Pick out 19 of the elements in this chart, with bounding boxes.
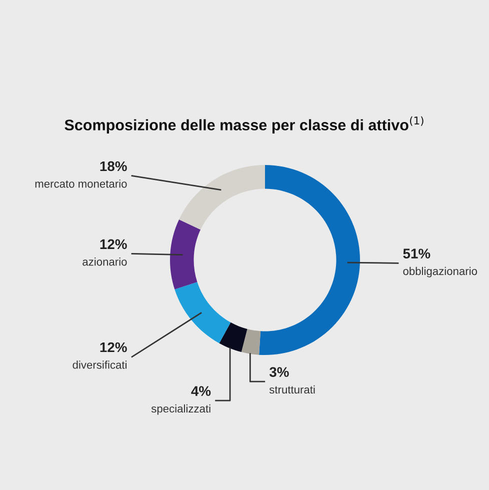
- donut-slice: [241, 329, 261, 355]
- slice-label: specializzati: [151, 404, 210, 415]
- data-label: 18%: [100, 161, 127, 172]
- slice-label: diversificati: [72, 360, 127, 369]
- slice-label: azionario: [82, 258, 127, 266]
- slice-label: strutturati: [269, 385, 315, 394]
- data-label: 4%: [191, 386, 211, 396]
- donut-slice: [174, 282, 231, 344]
- data-label: 3%: [269, 367, 289, 377]
- data-label: 12%: [100, 342, 127, 352]
- donut-slice: [219, 322, 248, 352]
- data-label: 12%: [100, 239, 127, 250]
- donut-slice: [170, 220, 201, 290]
- donut-slice: [179, 165, 265, 230]
- donut-slice: [259, 165, 360, 355]
- slice-label: obbligazionario: [403, 266, 478, 278]
- chart-title: Scomposizione delle masse per classe di attivo$^{(1)}$: [64, 116, 424, 134]
- data-label: 51%: [403, 248, 430, 258]
- slice-label: mercato monetario: [35, 180, 127, 188]
